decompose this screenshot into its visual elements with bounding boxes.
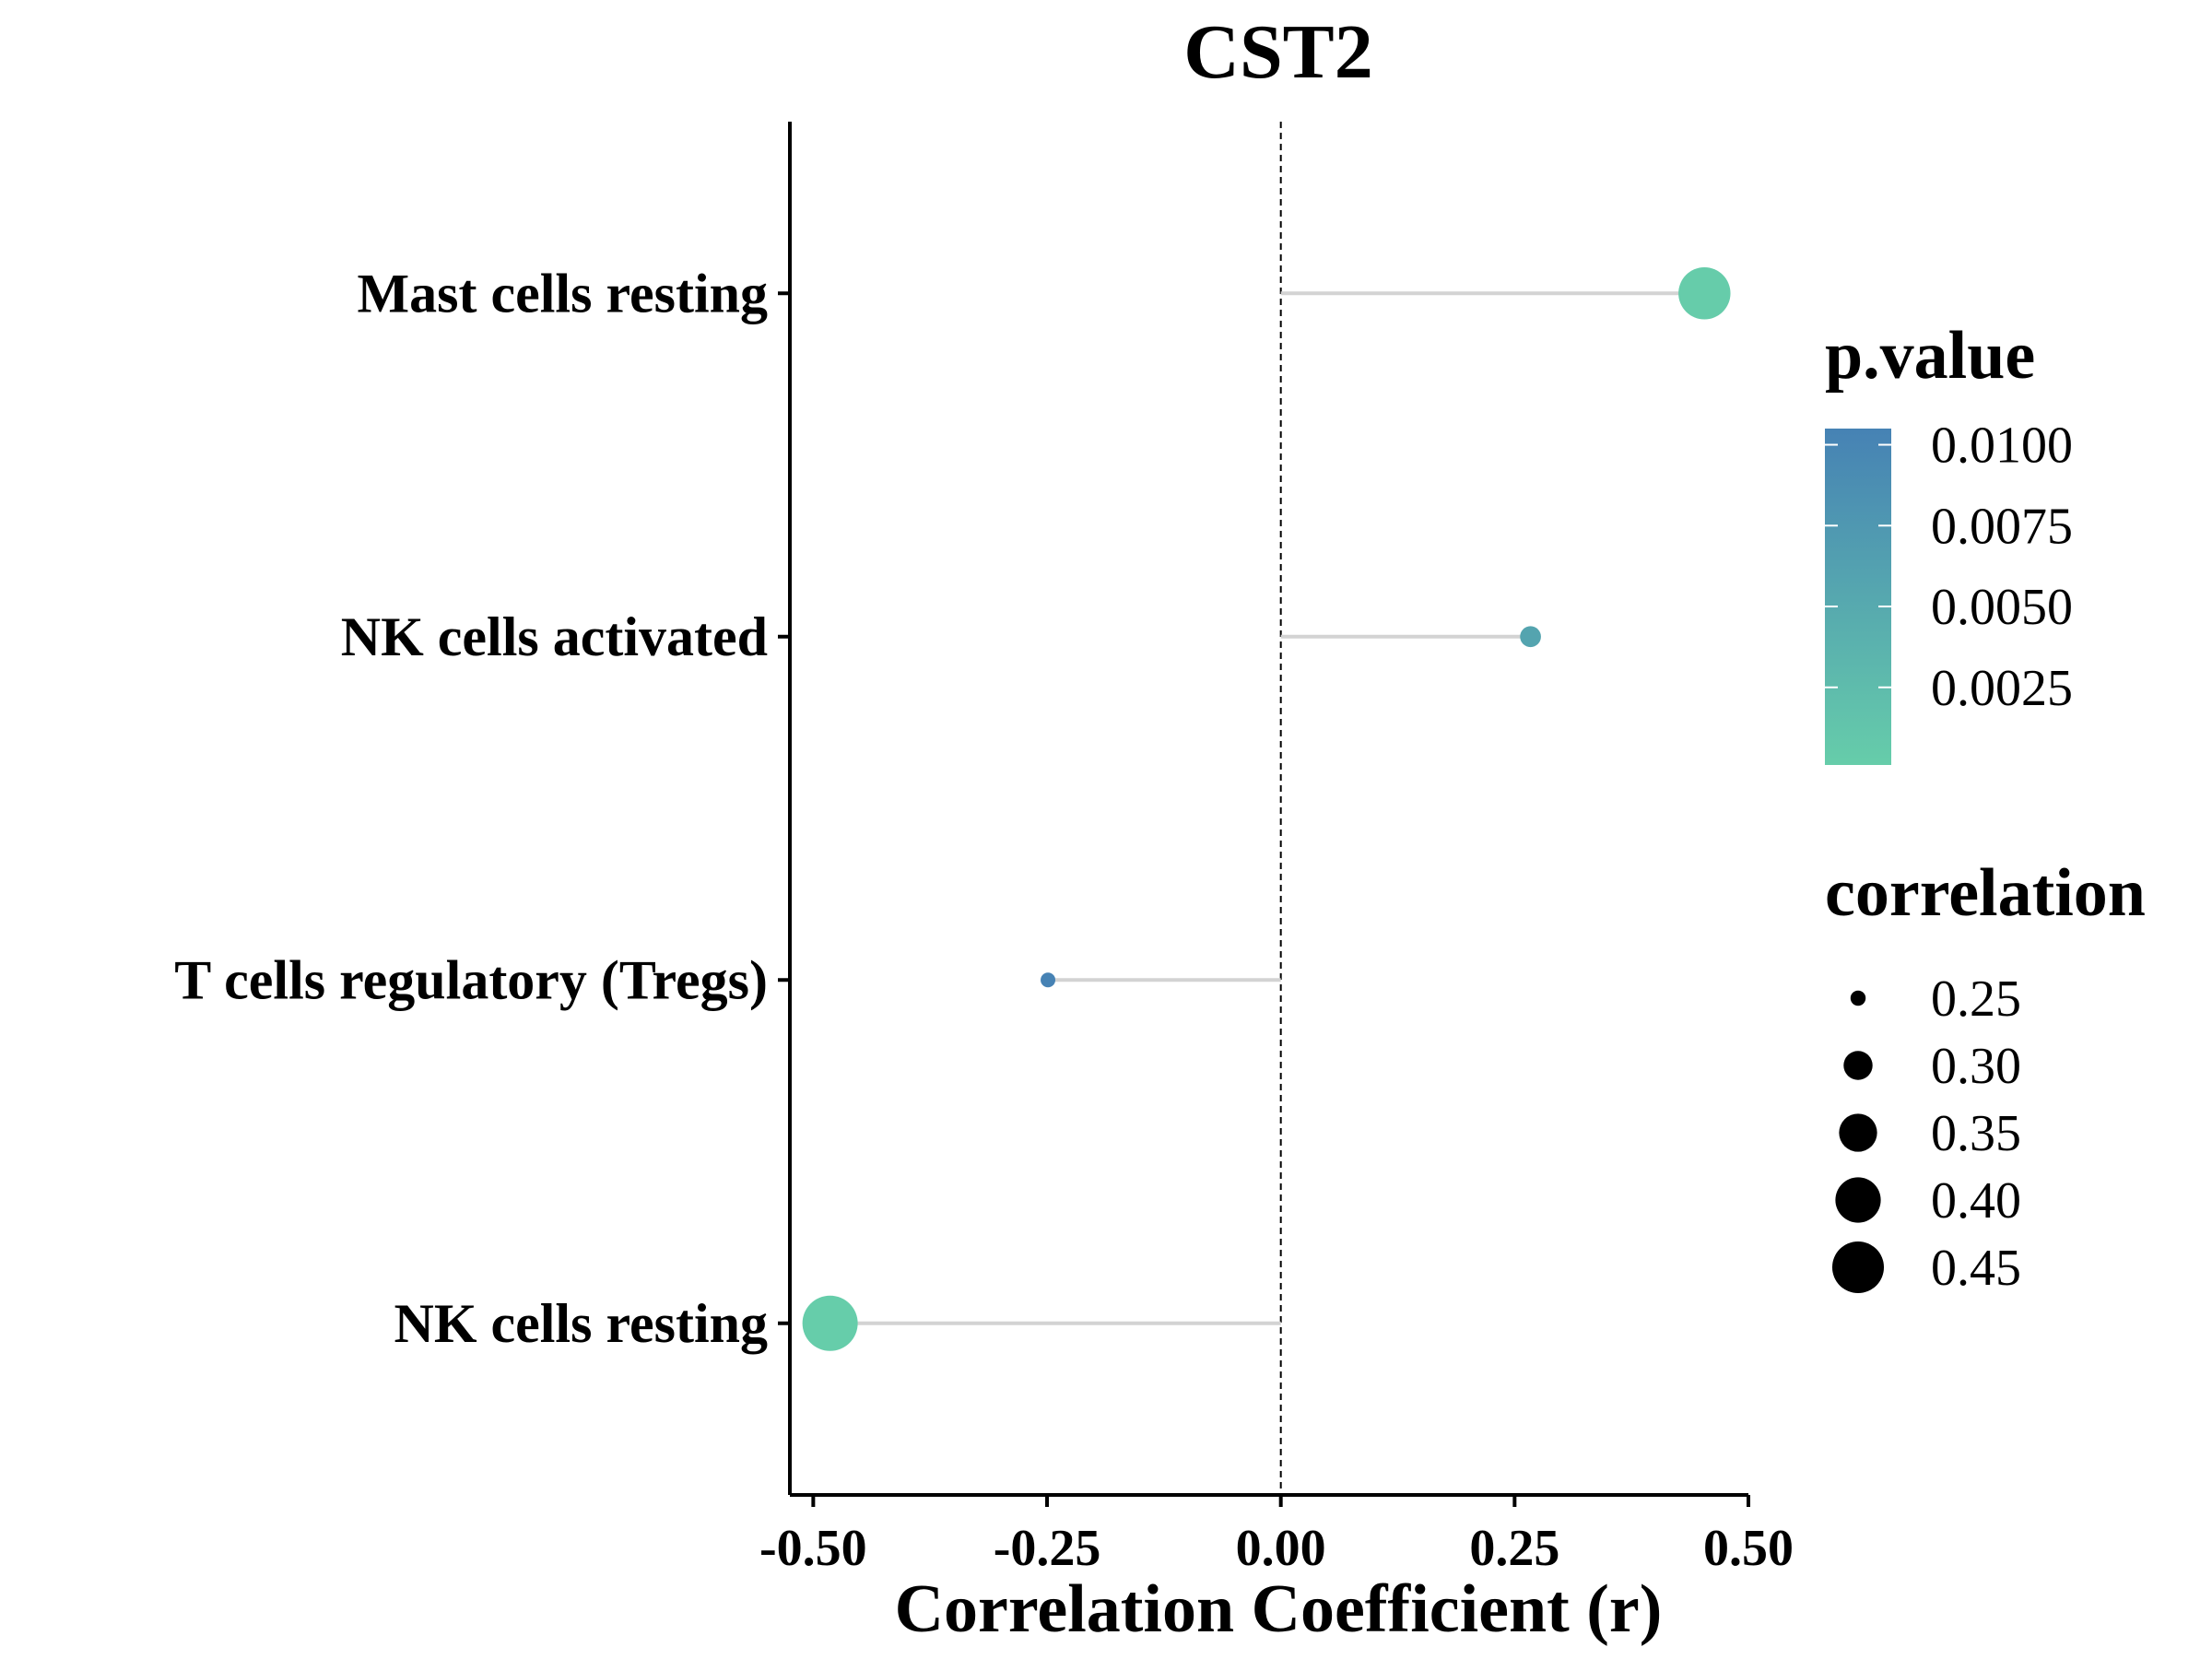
x-tick-label: -0.25	[994, 1520, 1101, 1577]
correlation-legend-title: correlation	[1825, 855, 2146, 931]
correlation-legend-label: 0.25	[1931, 971, 2021, 1028]
correlation-legend-label: 0.30	[1931, 1038, 2021, 1095]
size-legend-key	[1835, 1177, 1881, 1223]
y-tick-label: Mast cells resting	[358, 263, 768, 324]
size-legend-key	[1850, 990, 1866, 1006]
chart-title: CST2	[1183, 9, 1372, 95]
pvalue-legend-label: 0.0075	[1931, 498, 2073, 555]
x-axis-label: Correlation Coefficient (r)	[895, 1571, 1663, 1647]
correlation-legend-label: 0.40	[1931, 1172, 2021, 1230]
size-legend-key	[1843, 1051, 1873, 1080]
y-tick-label: NK cells activated	[341, 606, 768, 667]
pvalue-legend-label: 0.0100	[1931, 418, 2073, 475]
lollipop-point	[1520, 626, 1541, 648]
pvalue-legend-title: p.value	[1825, 318, 2035, 394]
pvalue-colorbar	[1825, 429, 1891, 765]
pvalue-legend-label: 0.0025	[1931, 660, 2073, 717]
y-tick-label: NK cells resting	[394, 1293, 769, 1354]
x-tick-label: 0.25	[1469, 1520, 1559, 1577]
correlation-legend-label: 0.35	[1931, 1105, 2021, 1162]
correlation-legend-label: 0.45	[1931, 1240, 2021, 1297]
y-tick-label: T cells regulatory (Tregs)	[174, 949, 768, 1010]
size-legend-key	[1839, 1113, 1877, 1152]
x-tick-label: 0.00	[1236, 1520, 1326, 1577]
pvalue-legend: p.value 0.0100 0.0075 0.0050 0.0025	[1825, 318, 2073, 765]
x-tick-label: 0.50	[1703, 1520, 1794, 1577]
lollipop-point	[1041, 972, 1056, 988]
correlation-legend: correlation 0.25 0.30 0.35 0.40 0.45	[1825, 855, 2146, 1297]
x-tick-label: -0.50	[759, 1520, 867, 1577]
pvalue-legend-label: 0.0050	[1931, 579, 2073, 636]
lollipop-point	[802, 1295, 858, 1351]
size-legend-key	[1831, 1241, 1885, 1294]
plot-area: Mast cells resting NK cells activated T ce…	[174, 122, 1794, 1577]
lollipop-point	[1678, 267, 1731, 320]
